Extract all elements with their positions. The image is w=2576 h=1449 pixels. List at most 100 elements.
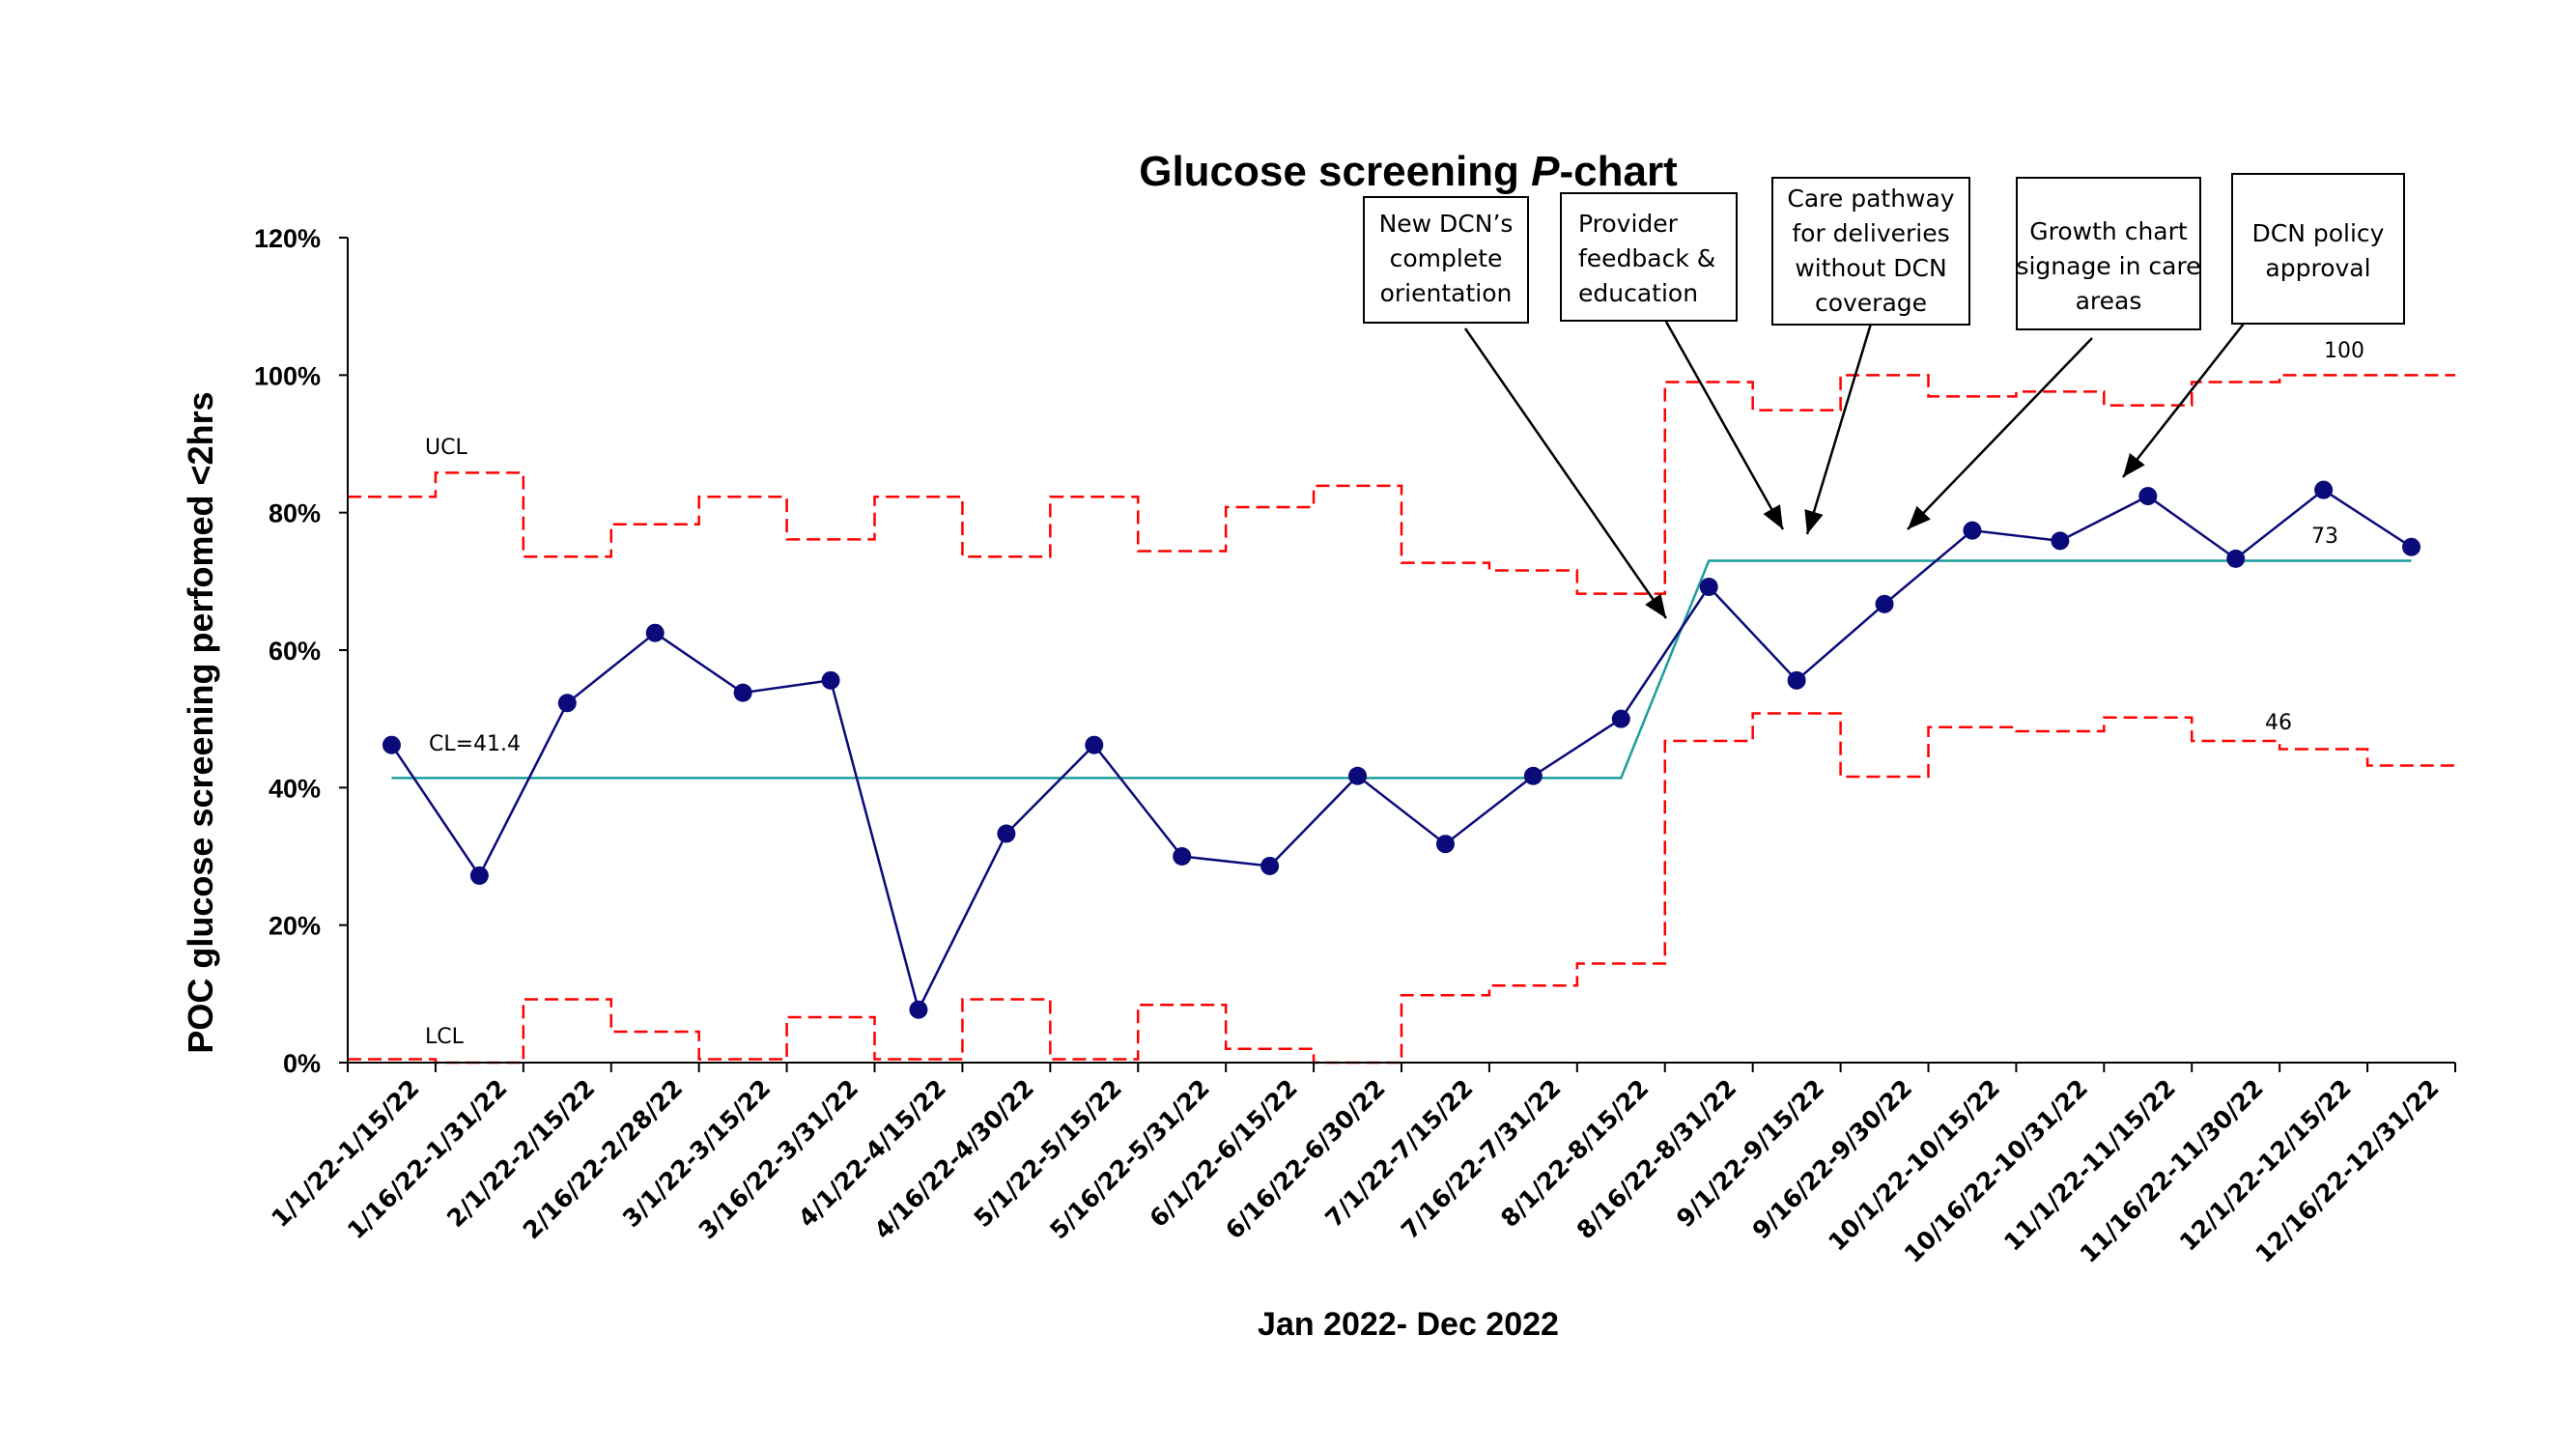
annotation-text: Care pathway: [1787, 185, 1954, 213]
y-tick-label: 0%: [283, 1049, 321, 1078]
x-tick-label: 10/1/22-10/15/22: [1823, 1074, 2005, 1257]
y-tick-label: 20%: [269, 912, 321, 941]
center-end-label: 73: [2311, 525, 2338, 549]
x-tick-label: 12/1/22-12/15/22: [2174, 1074, 2357, 1257]
annotation-arrow: [1907, 337, 2093, 530]
y-tick-label: 120%: [254, 224, 321, 253]
annotation-text: signage in care: [2016, 252, 2200, 280]
lcl-line: [348, 712, 2455, 1065]
annotation-text: orientation: [1380, 279, 1513, 307]
data-point: [557, 694, 577, 713]
arrowhead-icon: [1804, 509, 1824, 534]
annotation-box: [1560, 192, 1738, 322]
annotation-box: [2231, 173, 2405, 325]
x-tick-label: 9/16/22-9/30/22: [1747, 1074, 1918, 1245]
x-tick-label: 3/16/22-3/31/22: [694, 1074, 864, 1245]
ucl-label: UCL: [425, 436, 467, 460]
annotation-arrow: [1664, 321, 1785, 530]
x-tick-label: 8/1/22-8/15/22: [1495, 1074, 1654, 1233]
data-point: [909, 1000, 928, 1019]
y-tick-label: 80%: [269, 499, 321, 528]
center-line-label: CL=41.4: [429, 732, 521, 756]
data-point: [1963, 521, 1982, 540]
data-point: [1348, 766, 1368, 785]
data-point: [2138, 487, 2158, 506]
control-limits: [348, 374, 2455, 1065]
x-tick-label: 8/16/22-8/31/22: [1571, 1074, 1742, 1245]
x-tick-label: 4/1/22-4/15/22: [793, 1074, 951, 1233]
data-point: [1699, 578, 1718, 597]
annotation-callout: Growth chart signage in care areas: [1907, 177, 2201, 530]
data-point: [733, 683, 752, 702]
arrowhead-icon: [1908, 505, 1931, 529]
annotation-text: for deliveries: [1792, 219, 1949, 247]
data-point: [1875, 594, 1894, 613]
annotation-text: without DCN: [1795, 254, 1946, 282]
x-tick-label: 2/16/22-2/28/22: [518, 1074, 689, 1245]
x-tick-label: 11/1/22-11/15/22: [1998, 1074, 2181, 1257]
annotation-text: coverage: [1815, 289, 1927, 317]
arrowhead-icon: [2123, 452, 2145, 477]
annotation-callout: Care pathway for deliveries without DCN cov…: [1771, 177, 1970, 535]
annotation-box: [1771, 177, 1970, 326]
chart-title: Glucose screening P-chart: [1139, 148, 1678, 195]
x-tick-label: 3/1/22-3/15/22: [617, 1074, 776, 1233]
annotation-text: DCN policy: [2252, 219, 2385, 247]
lcl-end-label: 46: [2265, 711, 2292, 735]
arrowhead-icon: [1645, 593, 1666, 618]
data-point: [997, 824, 1016, 843]
x-tick-label: 4/16/22-4/30/22: [868, 1074, 1039, 1245]
annotation-text: New DCN’s: [1379, 210, 1514, 238]
data-series: [382, 480, 2421, 1019]
annotation-callout: New DCN’s complete orientation: [1363, 196, 1668, 619]
x-tick-label: 1/16/22-1/31/22: [342, 1074, 513, 1245]
annotation-callout: DCN policy approval: [2122, 173, 2405, 478]
x-tick-label: 7/1/22-7/15/22: [1319, 1074, 1478, 1233]
data-point: [469, 866, 489, 885]
annotation-arrow: [1463, 327, 1668, 619]
annotation-text: Provider: [1578, 210, 1679, 238]
ucl-end-label: 100: [2324, 339, 2364, 363]
data-point: [821, 670, 840, 690]
y-tick-label: 100%: [254, 361, 321, 390]
annotation-callout: Provider feedback & education: [1560, 192, 1785, 530]
ucl-line: [348, 374, 2455, 595]
data-point: [2402, 537, 2421, 556]
x-tick-label: 5/1/22-5/15/22: [969, 1074, 1127, 1233]
center-line: [391, 559, 2412, 780]
annotation-arrow: [2122, 323, 2245, 478]
annotation-text: feedback &: [1578, 244, 1715, 272]
x-tick-label: 5/16/22-5/31/22: [1044, 1074, 1215, 1245]
data-point: [1787, 670, 1806, 690]
x-tick-label: 9/1/22-9/15/22: [1671, 1074, 1829, 1233]
data-point: [645, 623, 665, 642]
annotation-box: [2016, 177, 2201, 330]
lcl-label: LCL: [425, 1025, 465, 1049]
x-tick-label: 6/1/22-6/15/22: [1144, 1074, 1302, 1233]
data-point: [2314, 480, 2334, 499]
annotation-text: areas: [2076, 287, 2142, 315]
x-tick-label: 2/1/22-2/15/22: [441, 1074, 600, 1233]
data-point: [1435, 835, 1455, 854]
data-point: [382, 735, 401, 754]
series-line: [390, 488, 2413, 1013]
x-axis-label: Jan 2022- Dec 2022: [1258, 1306, 1559, 1343]
data-point: [1523, 766, 1543, 785]
annotation-text: education: [1578, 279, 1698, 307]
arrowhead-icon: [1763, 504, 1783, 529]
data-point: [2226, 549, 2246, 568]
annotation-text: approval: [2265, 254, 2370, 282]
data-point: [1173, 847, 1192, 866]
data-point: [1260, 856, 1280, 875]
data-point: [1085, 735, 1104, 754]
annotation-box: [1363, 196, 1529, 324]
center-lines: [391, 559, 2412, 780]
annotation-text: Growth chart: [2029, 217, 2188, 245]
annotation-arrow: [1805, 323, 1873, 535]
data-point: [1611, 709, 1630, 728]
x-tick-label: 7/16/22-7/31/22: [1396, 1074, 1567, 1245]
y-tick-label: 60%: [269, 637, 321, 666]
y-axis-label: POC glucose screening perfomed <2hrs: [181, 391, 220, 1053]
x-tick-label: 1/1/22-1/15/22: [266, 1074, 424, 1233]
